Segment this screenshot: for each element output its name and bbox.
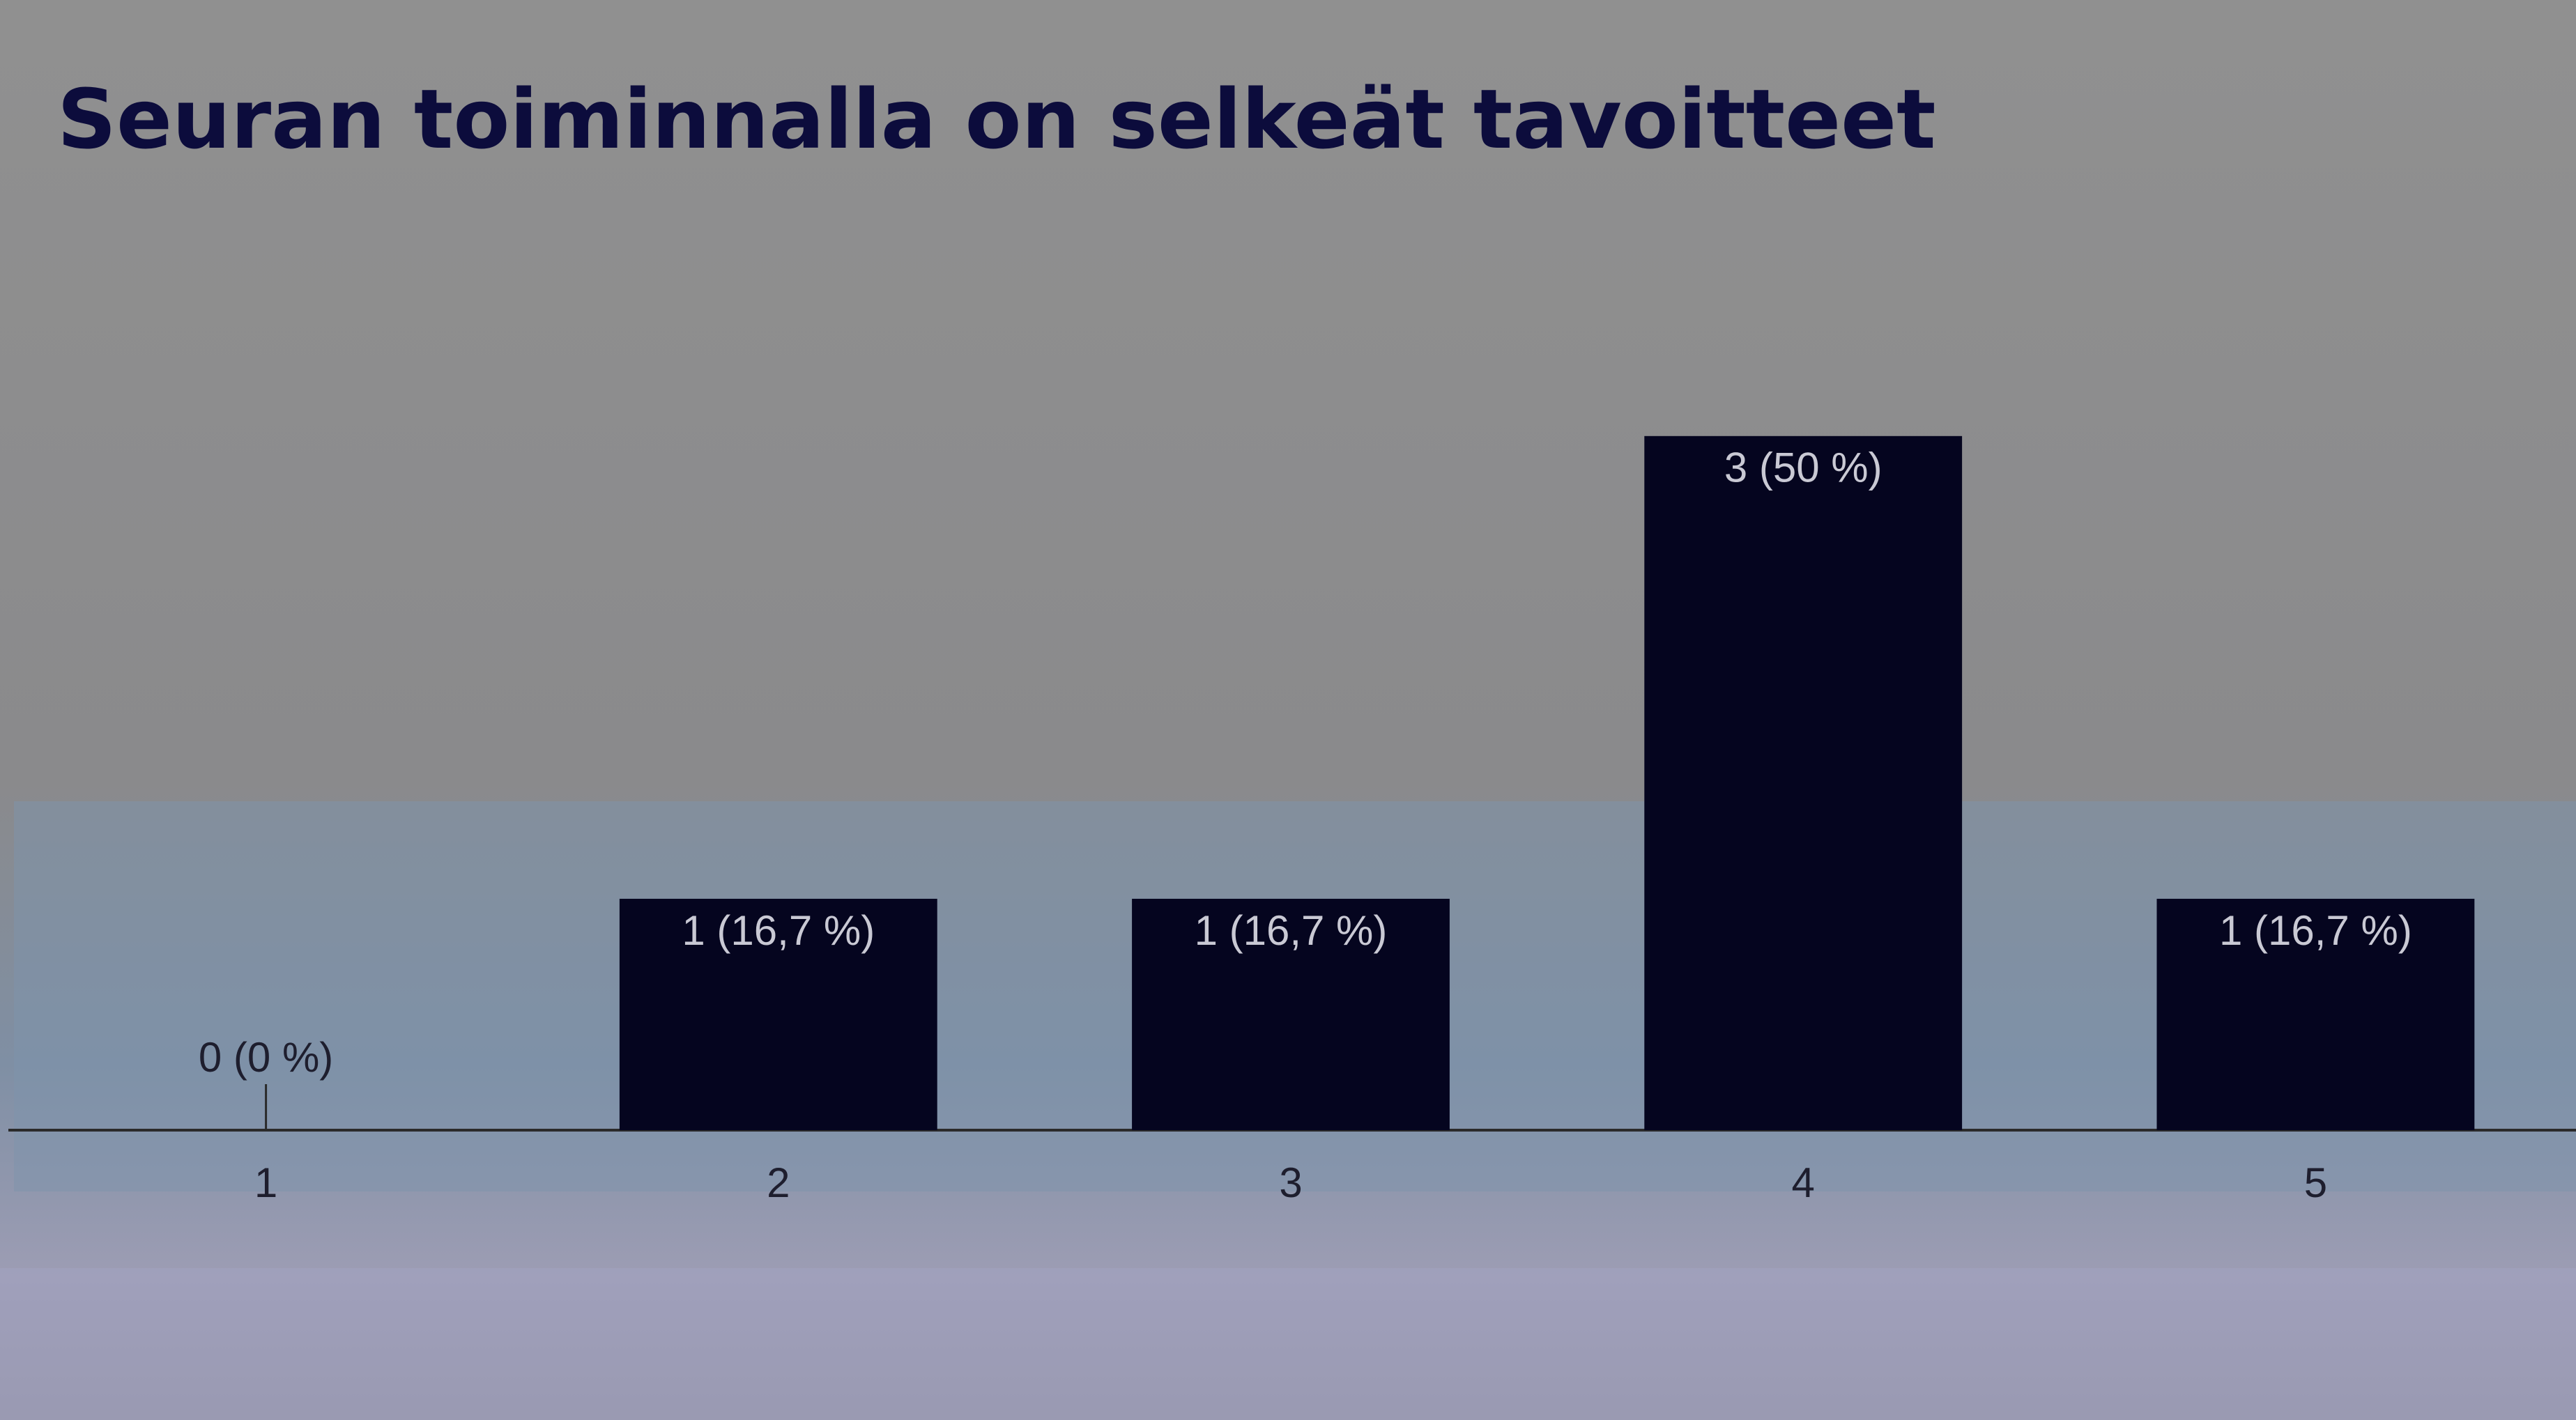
value-label: 3 (50 %)	[1724, 445, 1883, 491]
bar	[1132, 898, 1450, 1130]
x-tick-label: 2	[767, 1159, 790, 1206]
x-tick-label: 3	[1279, 1159, 1302, 1206]
value-label: 1 (16,7 %)	[682, 907, 875, 954]
floor	[0, 1268, 2576, 1420]
x-tick-label: 4	[1792, 1159, 1815, 1206]
x-tick-label: 5	[2304, 1159, 2327, 1206]
x-tick-label: 1	[254, 1159, 277, 1206]
chart-title: Seuran toiminnalla on selkeät tavoitteet	[57, 71, 1936, 167]
value-label: 1 (16,7 %)	[1195, 907, 1388, 954]
value-label: 1 (16,7 %)	[2219, 907, 2412, 954]
value-label: 0 (0 %)	[199, 1034, 333, 1081]
bar	[619, 898, 937, 1130]
bar	[2156, 898, 2475, 1130]
bar	[1644, 435, 1963, 1130]
